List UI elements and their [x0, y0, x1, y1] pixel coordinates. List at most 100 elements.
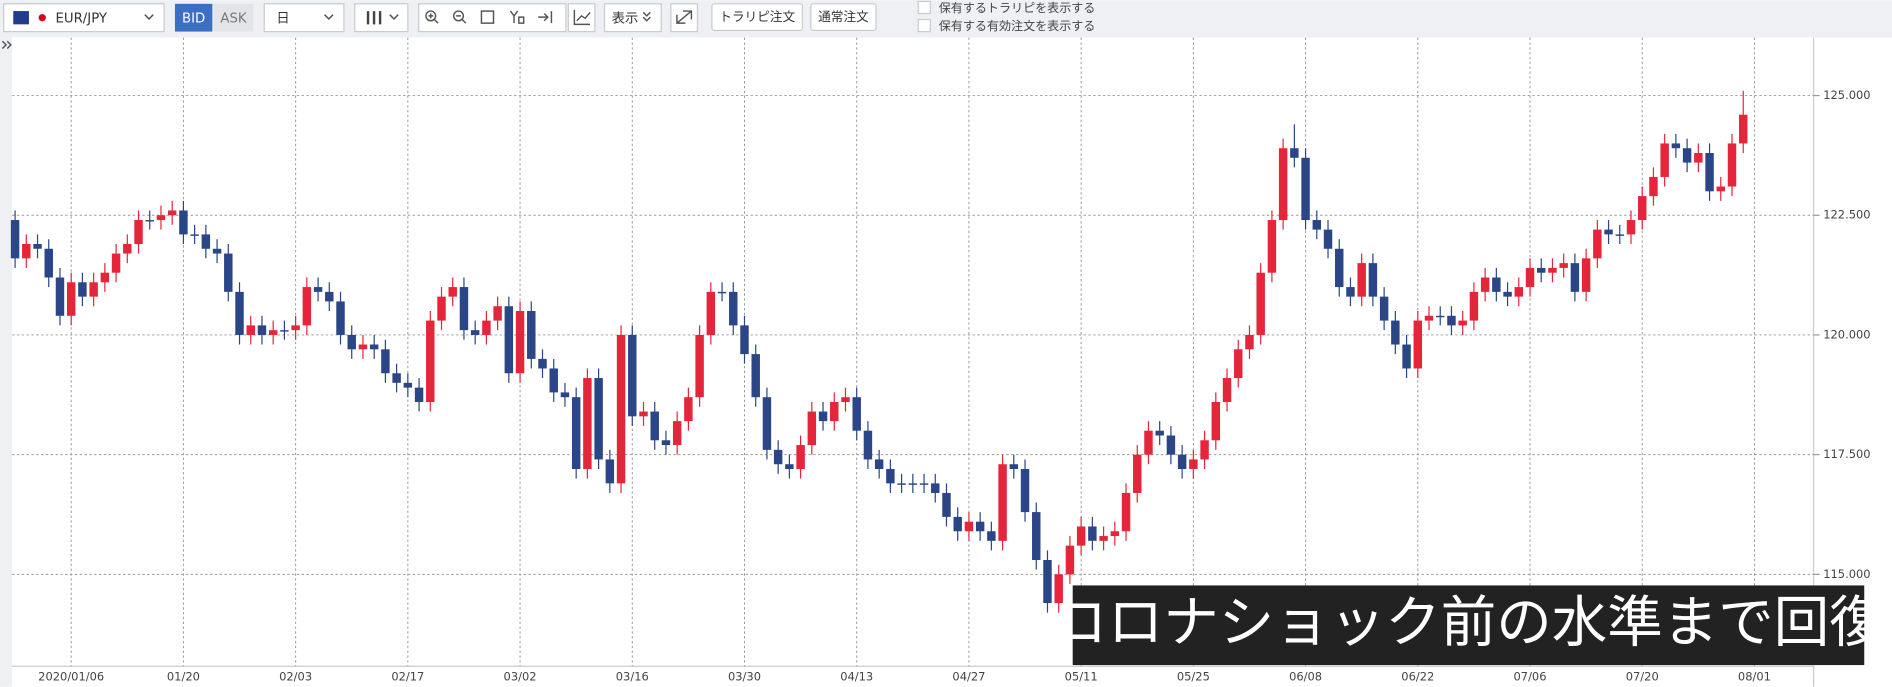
candle-body [661, 440, 671, 446]
y-tick-label: 122.500 [1823, 208, 1870, 222]
grid: 115.000 117.500 120.000 122.500 125.000 2020/… [12, 37, 1871, 684]
chevron [324, 14, 334, 20]
candle-body [100, 272, 110, 283]
candle-body [66, 282, 76, 316]
candle-body [336, 301, 345, 335]
candle-body [1020, 469, 1030, 513]
candle-body [1469, 291, 1479, 321]
checkbox[interactable] [917, 0, 931, 15]
fit-icon[interactable] [480, 10, 495, 24]
expand-icon[interactable] [1, 40, 12, 49]
candle-body [134, 220, 143, 244]
candle-body [1166, 435, 1176, 455]
fullscreen-icon [676, 10, 693, 24]
display-label: 表示 [612, 10, 639, 26]
symbol: EUR/JPY [56, 11, 108, 26]
candle-body [280, 330, 289, 332]
candle-body [1335, 248, 1344, 288]
display-button[interactable] [603, 3, 662, 33]
candle-body [1267, 220, 1277, 273]
x-tick-label: 06/08 [1289, 670, 1322, 684]
candle-body [1480, 277, 1490, 292]
candle-body [1413, 320, 1423, 369]
candle-body [437, 296, 446, 321]
symbol-select[interactable] [3, 3, 165, 33]
checkbox[interactable] [917, 18, 931, 33]
normal-order-button[interactable] [810, 3, 877, 31]
candle-body [1133, 454, 1142, 493]
candle-body [953, 516, 962, 532]
candle-body [852, 397, 861, 431]
ask-button[interactable] [213, 3, 254, 32]
candle-body [1593, 229, 1602, 259]
candle-body [1043, 559, 1052, 604]
candle-body [807, 411, 817, 446]
candle-body [1256, 272, 1265, 335]
candle-body [571, 397, 581, 470]
candle-body [1312, 220, 1322, 230]
bid-button[interactable] [174, 3, 213, 32]
option-label: 保有するトラリピを表示する [939, 1, 1096, 15]
ask-label: ASK [220, 11, 246, 26]
candle-body [527, 311, 536, 359]
chevron [144, 14, 154, 20]
candle-body [190, 234, 199, 236]
trarep-order-button[interactable] [711, 3, 804, 31]
candle-body [448, 287, 457, 297]
candle-body [650, 411, 659, 441]
scale-icon[interactable] [509, 10, 525, 24]
candle-body [504, 306, 514, 374]
latest-icon[interactable] [538, 11, 553, 24]
candle-body [89, 282, 98, 297]
candle-body [594, 378, 603, 460]
candle-body [919, 483, 929, 485]
candle-body [796, 445, 805, 470]
plot-area [12, 37, 1814, 667]
chevron [642, 11, 651, 22]
candle-body [740, 325, 749, 355]
candle-body [156, 215, 166, 221]
y-tick-label: 120.000 [1823, 327, 1870, 341]
candle-body [403, 382, 413, 388]
candle-body [1660, 143, 1669, 177]
candle-body [1671, 143, 1681, 149]
candle-body [1638, 196, 1647, 221]
x-tick-label: 04/27 [952, 670, 985, 684]
x-tick-label: 03/02 [504, 670, 537, 684]
candle-body [1234, 349, 1243, 379]
candle-body [1492, 277, 1501, 292]
candle-body [1032, 512, 1041, 560]
candle-body [751, 354, 760, 398]
candle-body [1346, 287, 1355, 297]
candle-body [179, 210, 188, 235]
indicator-button[interactable] [567, 3, 596, 33]
annotation-box [1072, 585, 1865, 666]
candle-body [1626, 220, 1636, 235]
candle-body [167, 210, 177, 216]
candle-body [773, 449, 783, 465]
candle-body [1694, 153, 1703, 163]
candle-body [302, 287, 312, 326]
candle-body [1391, 320, 1400, 345]
candle-body [897, 483, 906, 485]
x-tick-label: 01/20 [167, 670, 200, 684]
candle-body [22, 243, 31, 259]
zoom-out[interactable] [452, 10, 467, 24]
candle-body [1357, 263, 1366, 297]
candle-body [426, 320, 435, 402]
candle-body [1705, 153, 1714, 192]
trarep-order-label: トラリピ注文 [719, 9, 795, 24]
candle-body [1099, 536, 1108, 541]
candle-body [1323, 229, 1333, 249]
candle-body [257, 325, 267, 335]
candle-body [482, 320, 491, 335]
candle-body [392, 373, 401, 383]
x-tick-label: 03/16 [616, 670, 649, 684]
candle-body [1245, 334, 1254, 350]
candle-body [672, 421, 682, 446]
candle-body [1301, 157, 1310, 221]
candle-body [538, 358, 547, 369]
zoom-in[interactable] [425, 10, 439, 24]
